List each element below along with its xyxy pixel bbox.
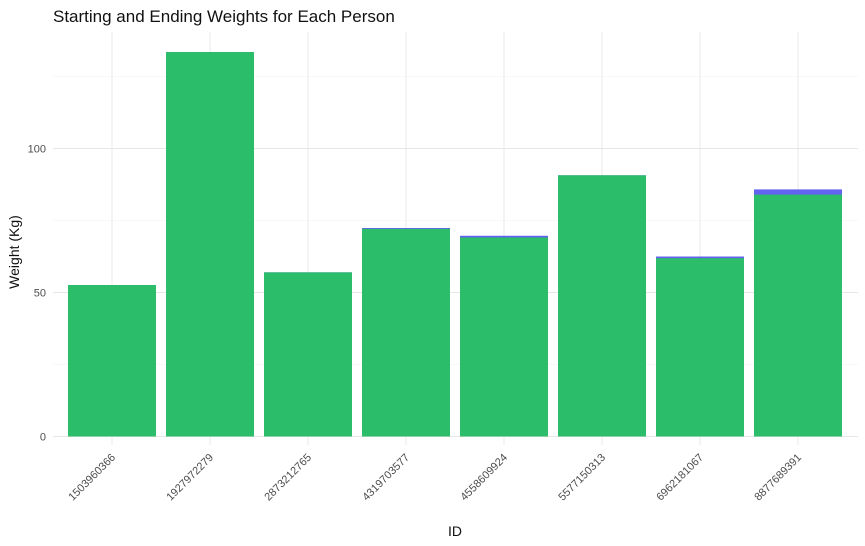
bar-2873212765-s2 [264, 272, 352, 437]
x-axis-title: ID [448, 523, 462, 539]
x-tick-label: 4558609924 [458, 452, 510, 504]
chart-title: Starting and Ending Weights for Each Per… [53, 7, 395, 26]
bars [68, 52, 842, 437]
bar-8877689391-s2 [754, 194, 842, 437]
y-axis-title: Weight (Kg) [6, 215, 22, 289]
bar-4558609924-s2 [460, 237, 548, 437]
x-axis-ticks: 1503960366 1927972279 2873212765 4319703577… [66, 452, 804, 504]
y-tick-label: 50 [34, 288, 46, 300]
bar-4319703577-s2 [362, 228, 450, 437]
x-tick-label: 1503960366 [66, 452, 118, 504]
bar-1503960366-s2 [68, 285, 156, 437]
y-tick-label: 0 [40, 432, 46, 444]
y-axis-ticks: 0 50 100 [28, 144, 46, 444]
y-tick-label: 100 [28, 144, 46, 156]
x-tick-label: 8877689391 [752, 452, 804, 504]
x-tick-label: 4319703577 [360, 452, 412, 504]
bar-1927972279-s2 [166, 52, 254, 437]
bar-6962181067-s2 [656, 258, 744, 437]
x-tick-label: 2873212765 [262, 452, 314, 504]
x-tick-label: 5577150313 [556, 452, 608, 504]
x-tick-label: 1927972279 [164, 452, 216, 504]
bar-5577150313-s2 [558, 175, 646, 437]
x-tick-label: 6962181067 [654, 452, 706, 504]
